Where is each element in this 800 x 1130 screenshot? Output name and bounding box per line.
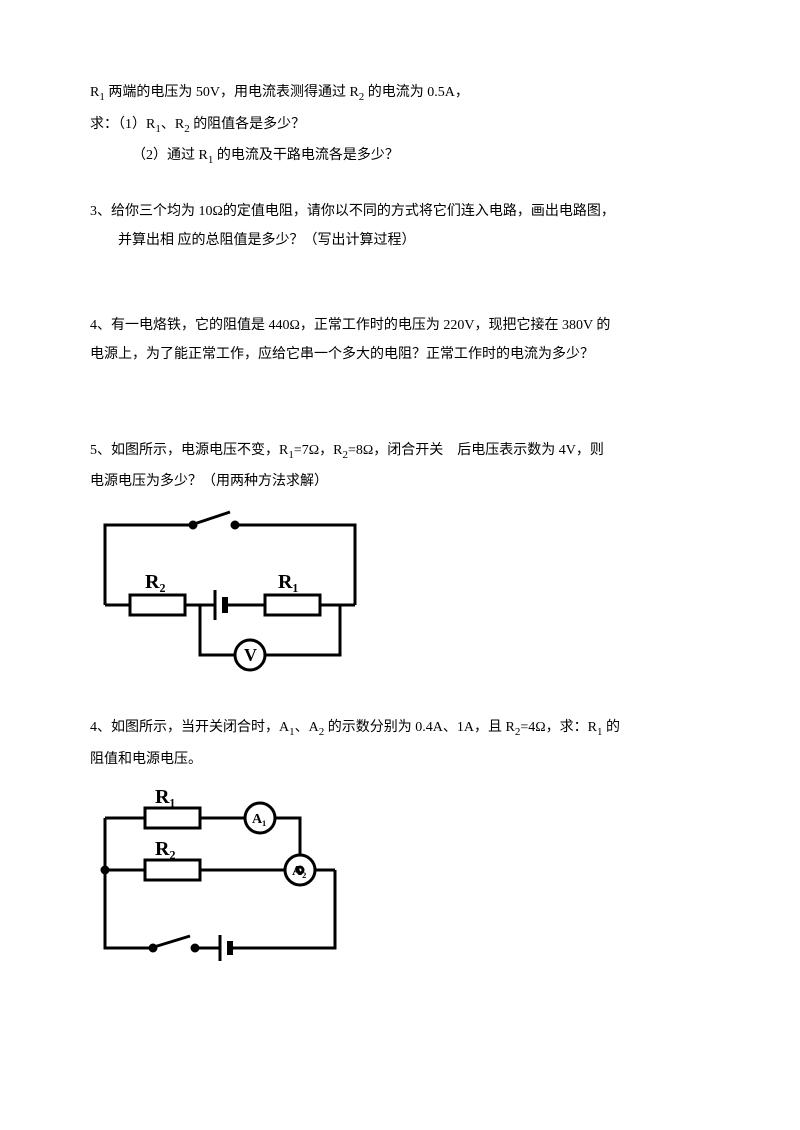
q5-line2: 电源电压为多少？（用两种方法求解）	[90, 469, 710, 494]
text: =7Ω，R	[294, 443, 343, 458]
circuit-diagram-2: R₁ R₂ A₁ A₂	[90, 788, 350, 963]
question-3: 3、给你三个均为 10Ω的定值电阻，请你以不同的方式将它们连入电路，画出电路图，…	[90, 199, 710, 253]
q2-line3: （2）通过 R1 的电流及干路电流各是多少？	[90, 143, 710, 171]
a2-label: A₂	[292, 864, 306, 879]
text: 4、如图所示，当开关闭合时，A	[90, 720, 289, 735]
question-4b: 4、如图所示，当开关闭合时，A1、A2 的示数分别为 0.4A、1A，且 R2=…	[90, 715, 710, 998]
text: 的示数分别为 0.4A、1A，且 R	[324, 720, 515, 735]
text: 、A	[295, 720, 319, 735]
q3-line2: 并算出相 应的总阻值是多少？（写出计算过程）	[90, 228, 710, 253]
q3-line1: 3、给你三个均为 10Ω的定值电阻，请你以不同的方式将它们连入电路，画出电路图，	[90, 199, 710, 224]
question-2-continued: R1 两端的电压为 50V，用电流表测得通过 R2 的电流为 0.5A， 求：（…	[90, 80, 710, 171]
r1-label: R₁	[278, 571, 298, 593]
r1-label: R₁	[155, 788, 175, 808]
text: 的电流及干路电流各是多少？	[213, 148, 399, 163]
circuit-diagram-1: R₂ R₁ V	[90, 510, 370, 680]
question-4a: 4、有一电烙铁，它的阻值是 440Ω，正常工作时的电压为 220V，现把它接在 …	[90, 313, 710, 367]
text: 的阻值各是多少？	[190, 117, 306, 132]
q2-line2: 求：（1）R1、R2 的阻值各是多少？	[90, 112, 710, 140]
v-label: V	[244, 645, 257, 665]
q4a-line2: 电源上，为了能正常工作，应给它串一个多大的电阻？正常工作时的电流为多少？	[90, 342, 710, 367]
text: R	[90, 85, 99, 100]
text: （2）通过 R	[132, 148, 208, 163]
q4b-line1: 4、如图所示，当开关闭合时，A1、A2 的示数分别为 0.4A、1A，且 R2=…	[90, 715, 710, 743]
q5-line1: 5、如图所示，电源电压不变，R1=7Ω，R2=8Ω，闭合开关 后电压表示数为 4…	[90, 438, 710, 466]
text: 两端的电压为 50V，用电流表测得通过 R	[105, 85, 359, 100]
text: 求：（1）R	[90, 117, 155, 132]
r2-label: R₂	[145, 571, 165, 593]
q4b-line2: 阻值和电源电压。	[90, 747, 710, 772]
q4a-line1: 4、有一电烙铁，它的阻值是 440Ω，正常工作时的电压为 220V，现把它接在 …	[90, 313, 710, 338]
question-5: 5、如图所示，电源电压不变，R1=7Ω，R2=8Ω，闭合开关 后电压表示数为 4…	[90, 438, 710, 716]
text: =4Ω，求：R	[520, 720, 597, 735]
a1-label: A₁	[252, 812, 266, 827]
r2-label: R₂	[155, 838, 175, 860]
text: 5、如图所示，电源电压不变，R	[90, 443, 288, 458]
text: 的	[602, 720, 620, 735]
text: 、R	[161, 117, 184, 132]
text: =8Ω，闭合开关 后电压表示数为 4V，则	[348, 443, 604, 458]
text: 的电流为 0.5A，	[364, 85, 469, 100]
q2-line1: R1 两端的电压为 50V，用电流表测得通过 R2 的电流为 0.5A，	[90, 80, 710, 108]
